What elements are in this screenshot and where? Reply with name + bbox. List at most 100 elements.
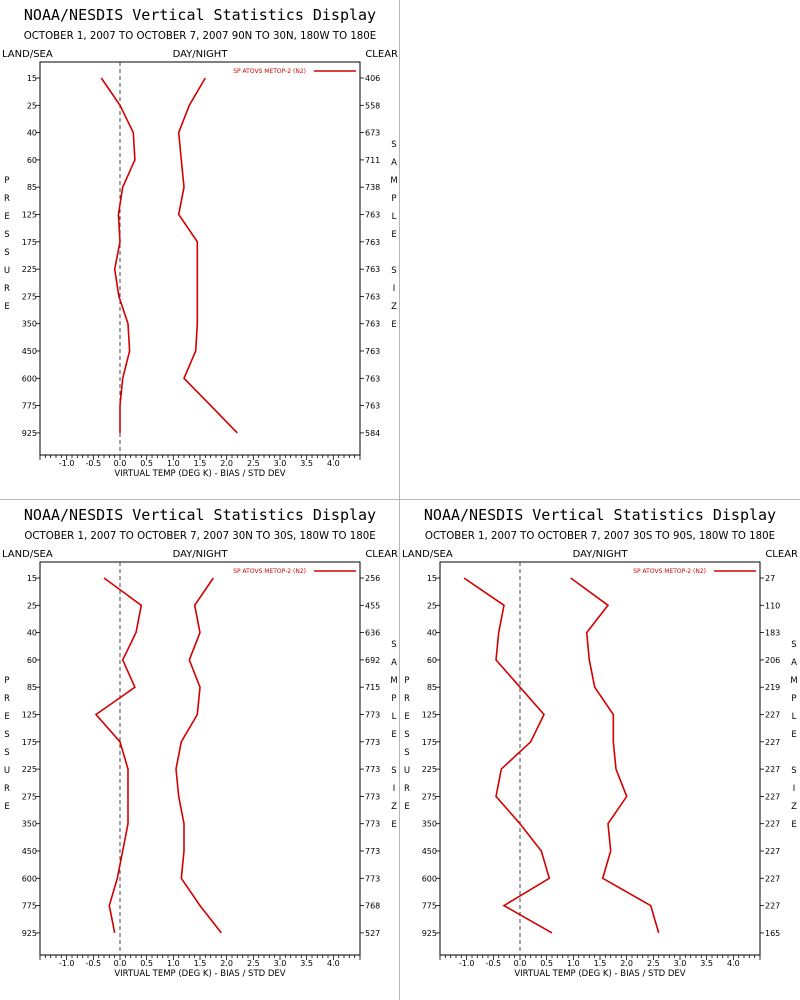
sample-size-label: 636 (365, 629, 380, 638)
x-axis-label: VIRTUAL TEMP (DEG K) - BIAS / STD DEV (514, 969, 685, 979)
x-tick-label: 4.0 (727, 959, 740, 968)
x-tick-label: 0.5 (140, 459, 153, 468)
chart-title: NOAA/NESDIS Vertical Statistics Display (424, 506, 776, 524)
pressure-level-label: 125 (422, 711, 437, 720)
pressure-level-label: 925 (422, 929, 437, 938)
sample-size-label: 227 (765, 902, 780, 911)
sample-size-label: 227 (765, 847, 780, 856)
pressure-level-label: 450 (22, 347, 37, 356)
sample-size-label: 27 (765, 574, 775, 583)
vertical-divider (399, 0, 400, 1000)
sample-size-label: 763 (365, 347, 380, 356)
pressure-level-label: 225 (22, 765, 37, 774)
x-axis-label: VIRTUAL TEMP (DEG K) - BIAS / STD DEV (114, 969, 285, 979)
pressure-level-label: 60 (27, 656, 37, 665)
land-sea-label: LAND/SEA (402, 549, 453, 560)
pressure-level-label: 125 (22, 711, 37, 720)
day-night-label: DAY/NIGHT (173, 549, 229, 560)
pressure-level-label: 175 (422, 738, 437, 747)
x-tick-label: -0.5 (86, 959, 102, 968)
pressure-level-label: 15 (27, 574, 37, 583)
pressure-level-label: 85 (427, 683, 437, 692)
x-tick-label: 2.5 (247, 459, 260, 468)
sample-size-label: 227 (765, 738, 780, 747)
x-tick-label: 3.5 (300, 959, 313, 968)
sample-size-label: 183 (765, 629, 780, 638)
clear-label: CLEAR (365, 549, 398, 560)
pressure-level-label: 275 (422, 792, 437, 801)
sample-size-label: 227 (765, 792, 780, 801)
sample-size-label: 738 (365, 183, 380, 192)
chart-svg: NOAA/NESDIS Vertical Statistics Display O… (2, 506, 398, 979)
pressure-level-label: 225 (22, 265, 37, 274)
x-tick-label: 3.5 (700, 959, 713, 968)
series-stddev-line (570, 577, 660, 934)
sample-size-label: 584 (365, 429, 380, 438)
series-bias-line (94, 577, 143, 934)
sample-size-label: 406 (365, 74, 380, 83)
pressure-level-label: 350 (422, 820, 437, 829)
x-tick-label: 3.0 (274, 459, 287, 468)
x-tick-label: 1.0 (167, 959, 180, 968)
sample-size-label: 773 (365, 847, 380, 856)
pressure-level-label: 925 (22, 429, 37, 438)
pressure-level-label: 25 (427, 601, 437, 610)
sample-size-label: 227 (765, 874, 780, 883)
plot-frame (39, 561, 361, 956)
x-tick-label: 0.5 (540, 959, 553, 968)
x-tick-label: 3.0 (274, 959, 287, 968)
sample-size-label: 527 (365, 929, 380, 938)
day-night-label: DAY/NIGHT (173, 49, 229, 60)
pressure-level-label: 600 (22, 374, 37, 383)
x-tick-label: 1.5 (594, 959, 607, 968)
series-bias-line (100, 77, 136, 433)
sample-size-label: 763 (365, 265, 380, 274)
x-tick-label: 2.5 (647, 959, 660, 968)
land-sea-label: LAND/SEA (2, 549, 53, 560)
x-tick-label: 0.0 (514, 959, 527, 968)
pressure-level-label: 775 (422, 902, 437, 911)
pressure-level-label: 40 (427, 629, 437, 638)
pressure-level-label: 350 (22, 820, 37, 829)
sample-size-label: 227 (765, 765, 780, 774)
pressure-level-label: 40 (27, 129, 37, 138)
sample-size-label: 763 (365, 320, 380, 329)
series-stddev-line (177, 77, 238, 434)
pressure-level-label: 85 (27, 683, 37, 692)
sample-size-label: 715 (365, 683, 380, 692)
sample-size-label: 455 (365, 601, 380, 610)
chart-subtitle: OCTOBER 1, 2007 TO OCTOBER 7, 2007 30S T… (425, 531, 775, 542)
plot-frame (39, 61, 361, 456)
x-tick-label: -1.0 (59, 959, 75, 968)
sample-size-label: 763 (365, 402, 380, 411)
pressure-level-label: 600 (22, 874, 37, 883)
sample-size-label: 256 (365, 574, 380, 583)
x-tick-label: 4.0 (327, 959, 340, 968)
pressure-level-label: 25 (27, 101, 37, 110)
x-tick-label: 2.5 (247, 959, 260, 968)
sample-size-label: 673 (365, 129, 380, 138)
sample-size-label: 110 (765, 601, 780, 610)
series-stddev-line (175, 577, 222, 934)
pressure-level-label: 125 (22, 211, 37, 220)
pressure-level-label: 60 (427, 656, 437, 665)
pressure-level-label: 225 (422, 765, 437, 774)
sample-size-label: 773 (365, 874, 380, 883)
pressure-level-label: 85 (27, 183, 37, 192)
clear-label: CLEAR (765, 549, 798, 560)
chart-svg: NOAA/NESDIS Vertical Statistics Display O… (2, 6, 398, 479)
day-night-label: DAY/NIGHT (573, 549, 629, 560)
sample-size-label: 206 (765, 656, 780, 665)
x-tick-label: -0.5 (86, 459, 102, 468)
x-tick-label: 1.0 (567, 959, 580, 968)
chart-title: NOAA/NESDIS Vertical Statistics Display (24, 6, 376, 24)
sample-size-label: 227 (765, 820, 780, 829)
pressure-level-label: 175 (22, 238, 37, 247)
sample-size-label: 773 (365, 820, 380, 829)
x-tick-label: 2.0 (620, 959, 633, 968)
pressure-level-label: 350 (22, 320, 37, 329)
x-tick-label: 1.5 (194, 459, 207, 468)
plot-frame (439, 561, 761, 956)
pressure-level-label: 15 (27, 74, 37, 83)
